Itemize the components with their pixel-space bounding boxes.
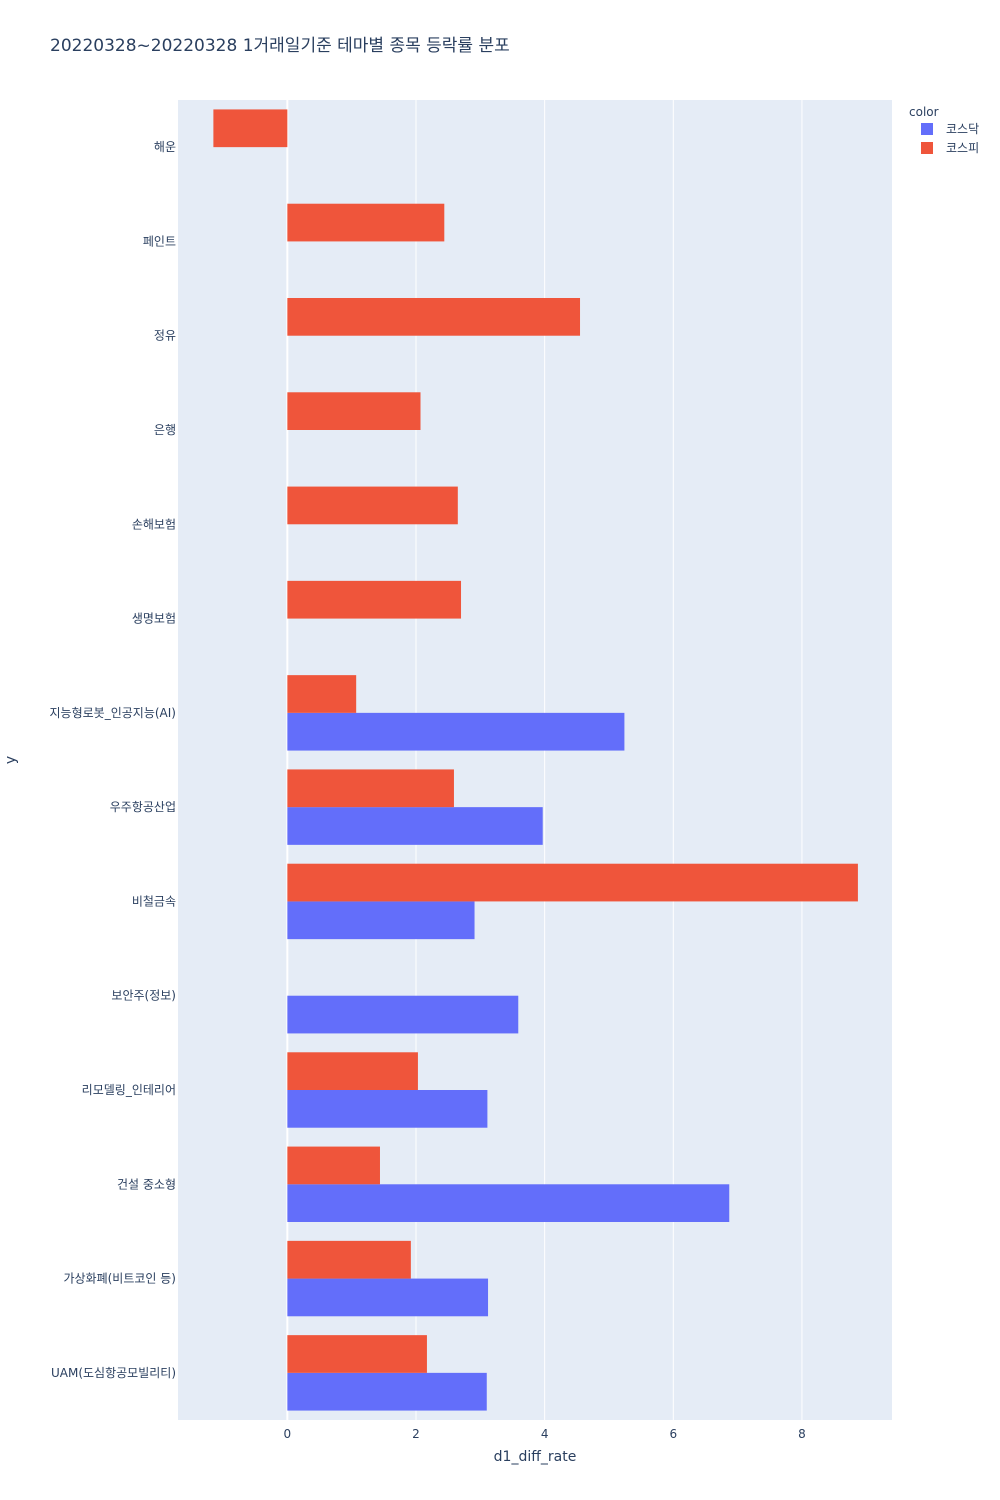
y-tick-label: 페인트 (143, 234, 176, 248)
bar-kosdaq (287, 712, 625, 751)
bar-kospi (287, 580, 462, 619)
y-tick-label: 은행 (154, 422, 176, 437)
y-axis-title: y (3, 756, 19, 764)
y-tick-label: 해운 (154, 140, 176, 154)
legend-swatch (921, 142, 933, 154)
y-tick-label: 비철금속 (132, 894, 176, 908)
x-tick-label: 4 (541, 1427, 549, 1441)
bars (213, 109, 858, 1411)
legend-entry: 코스피 (946, 141, 979, 155)
legend-swatch (921, 123, 933, 135)
chart-title: 20220328~20220328 1거래일기준 테마별 종목 등락률 분포 (50, 36, 510, 56)
x-tick-label: 8 (798, 1427, 806, 1441)
x-tick-label: 2 (412, 1427, 420, 1441)
y-tick-label: 지능형로봇_인공지능(AI) (50, 706, 176, 720)
x-tick-label: 0 (284, 1427, 292, 1441)
y-tick-label: 건설 중소형 (117, 1177, 176, 1191)
bar-kospi (287, 486, 458, 525)
y-tick-label: 우주항공산업 (110, 800, 176, 814)
y-tick-label: UAM(도심항공모빌리티) (51, 1366, 176, 1380)
y-tick-label: 보안주(정보) (111, 989, 176, 1003)
bar-kospi (287, 1146, 380, 1185)
bar-kospi (287, 863, 858, 902)
y-tick-label: 생명보험 (132, 612, 176, 626)
bar-kospi (287, 203, 445, 242)
bar-kospi (287, 675, 357, 713)
y-tick-label: 리모델링_인테리어 (82, 1083, 176, 1097)
bar-kosdaq (287, 807, 543, 845)
bar-kospi (287, 769, 454, 808)
y-tick-label: 가상화폐(비트코인 등) (63, 1272, 176, 1286)
bar-kosdaq (287, 1278, 489, 1317)
legend-entry: 코스닥 (946, 122, 979, 136)
bar-kosdaq (287, 1372, 487, 1411)
bar-kospi (287, 298, 581, 336)
x-axis-title: d1_diff_rate (494, 1449, 577, 1465)
bar-kosdaq (287, 1090, 488, 1128)
bar-kospi (287, 1240, 411, 1279)
bar-kosdaq (287, 901, 475, 940)
y-tick-label: 정유 (154, 329, 176, 343)
bar-kosdaq (287, 995, 519, 1034)
bar-kosdaq (287, 1184, 730, 1222)
x-axis-ticks: 0 2 4 6 8 (284, 1427, 806, 1441)
bar-kospi (213, 109, 288, 148)
bar-kospi (287, 1052, 418, 1090)
legend-title: color (909, 105, 939, 119)
x-tick-label: 6 (669, 1427, 677, 1441)
bar-kospi (287, 1335, 427, 1373)
bar-kospi (287, 392, 421, 430)
y-tick-label: 손해보험 (132, 517, 176, 531)
